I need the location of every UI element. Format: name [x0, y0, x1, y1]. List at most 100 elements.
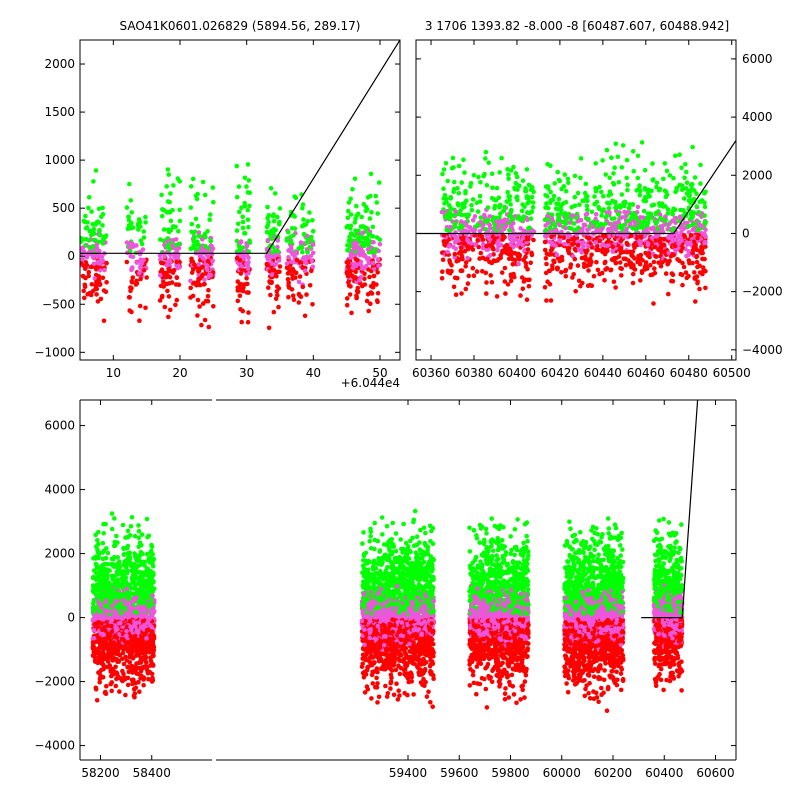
scatter-point-violet — [130, 254, 136, 260]
scatter-point-violet — [579, 250, 584, 255]
scatter-point-violet — [112, 610, 118, 615]
scatter-point-green — [127, 596, 132, 601]
scatter-point-violet — [606, 233, 612, 239]
panel-top-right: 60360 60380 60400 60420 60440 60460 60480 60500… — [412, 39, 783, 380]
scatter-point-green — [525, 194, 530, 199]
scatter-point-violet — [101, 632, 107, 638]
scatter-point-green — [269, 236, 275, 242]
x-tick-label: 60440 — [584, 366, 622, 380]
scatter-point-red — [302, 313, 308, 319]
scatter-point-red — [656, 247, 661, 252]
scatter-point-red — [271, 268, 277, 273]
scatter-point-red — [300, 265, 306, 270]
scatter-point-violet — [543, 233, 548, 239]
scatter-point-green — [460, 205, 465, 210]
scatter-point-violet — [170, 243, 175, 248]
scatter-point-red — [656, 260, 661, 265]
scatter-point-violet — [157, 252, 163, 258]
scatter-point-green — [245, 162, 251, 167]
scatter-point-red — [495, 258, 500, 263]
scatter-point-green — [665, 207, 671, 212]
scatter-point-green — [97, 569, 102, 575]
scatter-point-red — [304, 292, 309, 297]
scatter-point-green — [195, 223, 201, 229]
scatter-point-green — [207, 217, 212, 222]
scatter-point-violet — [91, 255, 96, 260]
x-tick-label: 30 — [239, 366, 254, 380]
scatter-point-violet — [150, 593, 155, 598]
scatter-point-violet — [607, 210, 612, 215]
scatter-point-red — [701, 267, 706, 273]
scatter-point-green — [120, 522, 126, 528]
scatter-point-green — [665, 211, 671, 216]
scatter-point-red — [349, 310, 354, 316]
scatter-point-red — [476, 244, 482, 250]
scatter-point-violet — [453, 209, 459, 214]
scatter-point-red — [164, 281, 170, 287]
scatter-point-red — [618, 265, 623, 271]
scatter-point-violet — [265, 238, 271, 243]
scatter-point-violet — [310, 250, 316, 256]
scatter-point-green — [244, 184, 249, 189]
scatter-point-violet — [362, 253, 368, 259]
scatter-point-red — [81, 288, 86, 294]
scatter-point-violet — [611, 224, 617, 230]
scatter-point-green — [151, 586, 157, 591]
scatter-point-red — [587, 235, 592, 241]
scatter-point-green — [116, 594, 122, 600]
scatter-point-red — [460, 237, 466, 242]
scatter-point-red — [296, 300, 302, 305]
scatter-point-green — [441, 186, 446, 191]
scatter-point-red — [144, 275, 149, 280]
scatter-point-green — [136, 523, 141, 528]
scatter-point-red — [695, 279, 700, 284]
scatter-point-green — [136, 528, 142, 534]
scatter-point-red — [97, 282, 103, 288]
scatter-point-green — [142, 559, 147, 565]
scatter-point-red — [479, 234, 485, 239]
scatter-point-red — [688, 232, 694, 238]
scatter-point-red — [543, 270, 549, 276]
scatter-point-red — [566, 250, 572, 256]
scatter-point-violet — [516, 261, 521, 267]
scatter-point-red — [648, 262, 653, 268]
scatter-point-red — [128, 668, 133, 674]
scatter-point-red — [192, 280, 197, 286]
scatter-point-red — [542, 239, 548, 245]
scatter-point-green — [508, 208, 514, 214]
scatter-point-green — [104, 571, 110, 577]
y-tick-label: 1500 — [44, 105, 75, 119]
scatter-point-red — [146, 650, 152, 655]
scatter-point-green — [597, 222, 603, 228]
scatter-point-green — [131, 591, 136, 596]
scatter-point-violet — [645, 242, 651, 248]
scatter-point-green — [617, 223, 622, 228]
scatter-point-violet — [678, 216, 683, 221]
scatter-point-green — [353, 228, 358, 234]
scatter-point-red — [126, 295, 132, 300]
scatter-point-green — [164, 184, 169, 189]
scatter-point-green — [625, 182, 630, 188]
scatter-point-green — [284, 238, 290, 243]
scatter-point-green — [516, 216, 522, 221]
scatter-point-red — [524, 297, 530, 303]
scatter-point-green — [609, 155, 614, 160]
scatter-point-green — [109, 511, 115, 516]
scatter-point-green — [372, 249, 378, 255]
scatter-point-red — [344, 296, 350, 301]
scatter-point-green — [464, 214, 470, 220]
scatter-point-violet — [144, 636, 149, 641]
scatter-point-green — [491, 226, 497, 231]
scatter-point-green — [451, 212, 457, 218]
scatter-point-violet — [376, 248, 381, 254]
scatter-point-green — [240, 245, 246, 250]
scatter-point-green — [469, 207, 475, 213]
scatter-point-red — [563, 274, 569, 279]
scatter-point-green — [305, 250, 310, 255]
scatter-point-red — [174, 275, 180, 281]
scatter-point-red — [143, 654, 149, 660]
scatter-point-green — [702, 220, 707, 226]
scatter-point-green — [191, 243, 196, 249]
scatter-point-green — [136, 217, 142, 223]
scatter-point-green — [301, 217, 306, 222]
